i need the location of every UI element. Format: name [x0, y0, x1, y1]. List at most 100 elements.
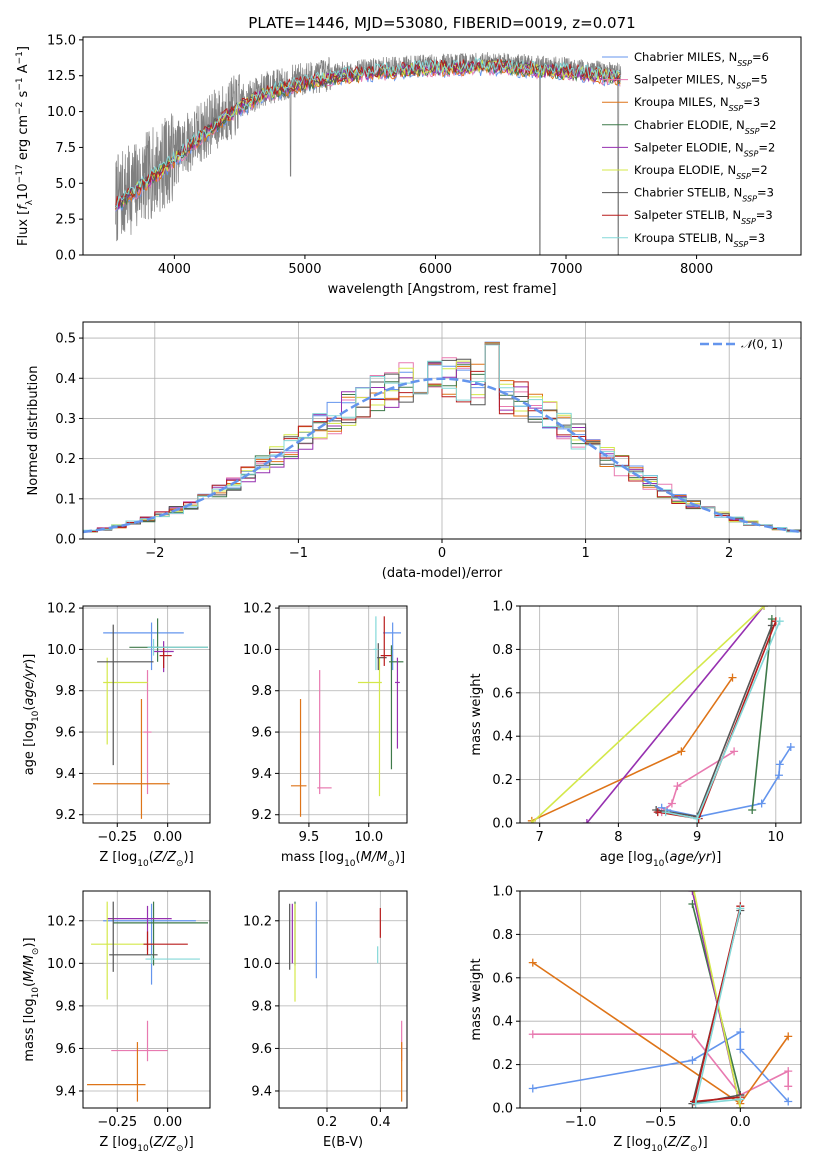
y-axis-label-part: Normed distribution [26, 366, 41, 496]
legend-label: Chabrier MILES, NSSP=6 [634, 50, 769, 68]
x-axis-label: age [log10(age/yr)] [600, 850, 722, 869]
legend-nssp: =3 [743, 95, 760, 109]
y-axis-label-part: )] [22, 937, 37, 947]
axes-frame [278, 890, 408, 1109]
y-tick-label: 10.0 [243, 957, 272, 972]
y-tick-label: 0.0 [55, 249, 76, 264]
x-tick-label: 4000 [158, 262, 191, 277]
weight-point-marker [736, 904, 745, 913]
y-tick-label: 9.4 [251, 1084, 272, 1099]
plot-area-massweight_vs_Z [528, 891, 793, 1108]
x-tick-label: 7 [536, 830, 544, 845]
weight-point-marker [736, 1028, 745, 1037]
legend-nssp: =2 [760, 118, 777, 132]
legend-model-name: Chabrier ELODIE, N [634, 118, 745, 132]
y-axis-label-part: mass weight [469, 958, 484, 1040]
legend-nssp: =3 [748, 231, 765, 245]
y-tick-label: 0.0 [492, 817, 513, 832]
y-tick-label: 10.2 [47, 914, 76, 929]
weight-point-marker [730, 747, 739, 756]
y-axis-label-part: ( [22, 706, 37, 711]
weight-point-marker [688, 1056, 697, 1065]
plot-area-mass_vs_Z [87, 901, 208, 1102]
x-tick-label: 2 [725, 546, 733, 561]
x-axis-label-part: ⊙ [690, 1144, 698, 1154]
y-tick-label: 0.0 [55, 533, 76, 548]
weight-series-line [586, 606, 765, 823]
y-tick-label: 0.3 [55, 412, 76, 427]
weight-point-marker [653, 808, 662, 817]
x-axis-label-part: )] [395, 850, 405, 865]
legend-nssp: =6 [752, 50, 769, 64]
x-axis-label-part: )] [711, 850, 721, 865]
errorbar-point [389, 645, 404, 770]
x-axis-label-part: Z/Z [153, 1135, 177, 1150]
y-axis-label-part: ⊙ [31, 948, 41, 956]
x-axis-label-part: E(B-V) [323, 1135, 363, 1150]
y-tick-label: 9.8 [55, 684, 76, 699]
legend-ssp-sub: SSP [745, 126, 760, 135]
legend-model-name: Kroupa MILES, N [634, 95, 729, 109]
legend-model-name: Salpeter STELIB, N [634, 208, 741, 222]
x-axis-label-part: wavelength [Angstrom, rest frame] [328, 282, 557, 297]
x-tick-label: 10.0 [354, 830, 383, 845]
errorbar-point [91, 901, 152, 1000]
panel-mass_vs_Z: −0.25 0.009.49.69.810.010.2Z [log10(Z/Z⊙)… [22, 890, 211, 1154]
weight-series-line [693, 891, 742, 1108]
model-spectrum-line [115, 60, 621, 211]
weight-series-line [661, 746, 792, 818]
x-axis-label-part: ⊙ [176, 859, 184, 869]
errorbar-point [373, 616, 379, 671]
legend-ssp-sub: SSP [736, 81, 751, 90]
weight-point-marker [760, 606, 769, 610]
x-axis-label-part: Z [log [99, 850, 137, 865]
x-tick-label: 8000 [680, 262, 713, 277]
legend-model-name: Salpeter MILES, N [634, 73, 736, 87]
axes-frame [82, 605, 211, 824]
y-axis-label-part: −17 [15, 164, 25, 183]
x-tick-label: 9.5 [299, 830, 320, 845]
x-axis-label: wavelength [Angstrom, rest frame] [328, 282, 557, 297]
y-axis-label: age [log10(age/yr)] [22, 654, 41, 776]
y-axis-label-part: λ [25, 199, 35, 205]
plot-area-spectrum [115, 52, 622, 255]
model-spectrum-line [115, 56, 621, 208]
x-axis-label-part: Z [log [613, 1135, 651, 1150]
weight-point-marker [527, 819, 536, 823]
x-tick-label: 0.00 [153, 830, 182, 845]
y-tick-label: 10.2 [243, 914, 272, 929]
errorbar-point [109, 901, 158, 972]
axes-frame [82, 890, 211, 1109]
legend-nssp: =3 [756, 208, 773, 222]
x-axis-label-part: ( [664, 850, 669, 865]
y-axis-label-part: M/M [22, 955, 37, 982]
weight-point-marker [775, 617, 784, 626]
x-tick-label: 9 [693, 830, 701, 845]
y-axis-label: Flux [fλ10−17 erg cm−2 s−1 A−1] [15, 46, 35, 246]
model-spectrum-line [115, 63, 621, 212]
y-axis-label: Normed distribution [26, 366, 41, 496]
errorbar-point [317, 670, 332, 795]
y-tick-label: 5.0 [55, 177, 76, 192]
legend-model-name: Kroupa ELODIE, N [634, 163, 736, 177]
y-axis-label-part: s [16, 90, 31, 101]
weight-point-marker [673, 782, 682, 791]
legend-label: Chabrier ELODIE, NSSP=2 [634, 118, 776, 136]
x-axis-label: mass [log10(M/M⊙)] [281, 850, 405, 869]
legend-label: Salpeter STELIB, NSSP=3 [634, 208, 773, 226]
legend-ssp-sub: SSP [742, 194, 757, 203]
axes-frame [278, 605, 408, 824]
y-tick-label: 0.0 [492, 1102, 513, 1117]
legend-label: Kroupa STELIB, NSSP=3 [634, 231, 765, 249]
weight-series-line [661, 750, 735, 813]
x-tick-label: 6000 [419, 262, 452, 277]
legend-ssp-sub: SSP [744, 149, 759, 158]
y-axis-label: mass [log10(M/M⊙)] [22, 937, 41, 1061]
y-axis-label-part: f [16, 203, 31, 210]
errorbar-point [143, 670, 152, 795]
y-tick-label: 9.4 [55, 767, 76, 782]
y-axis-label-part: −1 [15, 77, 25, 90]
observed-spectrum-line [115, 52, 622, 255]
x-axis-label-part: mass [log [281, 850, 344, 865]
